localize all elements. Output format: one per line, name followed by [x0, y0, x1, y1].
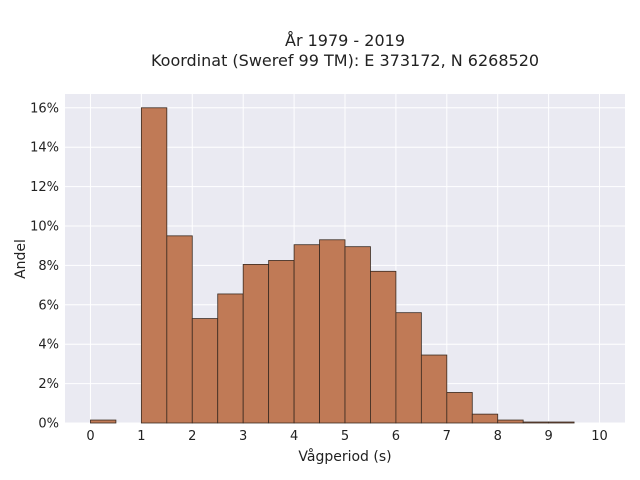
x-tick-label: 6: [392, 429, 400, 444]
x-tick-label: 2: [188, 429, 196, 444]
x-tick-label: 8: [494, 429, 502, 444]
y-axis-label: Andel: [13, 239, 29, 279]
histogram-bar: [217, 293, 244, 424]
bars: [90, 107, 575, 424]
histogram-bar: [90, 419, 117, 424]
chart-title: År 1979 - 2019: [285, 31, 405, 50]
histogram-bar: [268, 260, 295, 424]
y-tick-label: 2%: [38, 377, 59, 392]
histogram-bar: [344, 246, 371, 424]
x-tick-label: 0: [86, 429, 94, 444]
histogram-bar: [548, 421, 575, 424]
x-tick-label: 10: [591, 429, 608, 444]
histogram-bar: [319, 239, 346, 424]
histogram-bar: [191, 318, 219, 424]
histogram-bar: [166, 235, 193, 424]
y-tick-label: 12%: [30, 180, 59, 195]
histogram-bar: [242, 264, 270, 424]
x-tick-label: 4: [290, 429, 298, 444]
x-axis-ticks: 0 1 2 3 4 5 6 7 8 9 10: [86, 429, 608, 444]
x-tick-label: 7: [443, 429, 451, 444]
y-tick-label: 10%: [30, 219, 59, 234]
histogram-bar: [522, 421, 550, 424]
histogram-bar: [293, 244, 320, 424]
histogram-bar: [446, 392, 473, 424]
x-tick-label: 3: [239, 429, 247, 444]
histogram-bar: [370, 270, 397, 424]
histogram-bar: [420, 354, 448, 424]
x-tick-label: 5: [341, 429, 349, 444]
y-tick-label: 4%: [38, 338, 59, 353]
histogram-bar: [497, 419, 524, 424]
y-axis-ticks: 0% 2% 4% 6% 8% 10% 12% 14% 16%: [30, 101, 59, 431]
y-tick-label: 0%: [38, 417, 59, 432]
chart-subtitle: Koordinat (Sweref 99 TM): E 373172, N 62…: [151, 51, 539, 70]
x-tick-label: 9: [544, 429, 552, 444]
y-tick-label: 16%: [30, 101, 59, 116]
x-tick-label: 1: [137, 429, 145, 444]
x-axis-label: Vågperiod (s): [298, 448, 391, 465]
histogram-bar: [395, 312, 422, 424]
y-tick-label: 14%: [30, 141, 59, 156]
histogram-bar: [140, 107, 168, 424]
histogram-bar: [471, 413, 499, 424]
y-tick-label: 6%: [38, 298, 59, 313]
y-tick-label: 8%: [38, 259, 59, 274]
